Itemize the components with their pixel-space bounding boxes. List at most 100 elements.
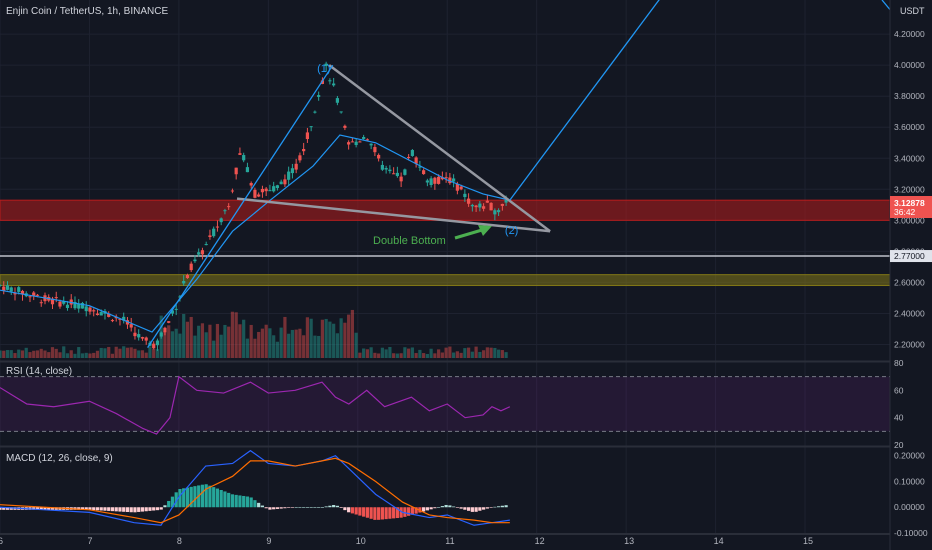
volume-bar <box>500 350 504 358</box>
volume-bar <box>80 353 85 358</box>
volume-bar <box>193 335 197 358</box>
volume-bar <box>257 331 261 358</box>
macd-histogram-bar <box>155 507 160 511</box>
macd-histogram-bar <box>474 507 478 512</box>
time-tick-label: 11 <box>445 536 454 546</box>
candle-body <box>110 320 115 322</box>
macd-histogram-bar <box>339 507 343 508</box>
macd-histogram-bar <box>257 502 261 508</box>
macd-histogram-bar <box>407 507 411 516</box>
rsi-tick-label: 60 <box>894 385 904 395</box>
volume-bar <box>144 352 148 358</box>
macd-histogram-bar <box>395 507 399 519</box>
candle-body <box>122 316 126 321</box>
candle-body <box>452 178 456 182</box>
label-double-bottom: Double Bottom <box>373 235 446 247</box>
macd-histogram-bar <box>95 507 100 511</box>
volume-bar <box>69 350 73 358</box>
candle-body <box>440 177 444 180</box>
macd-histogram-bar <box>392 507 396 519</box>
candle-body <box>429 178 433 186</box>
candle-body <box>118 318 122 320</box>
price-tick-label: 2.40000 <box>894 308 925 318</box>
candle-body <box>425 180 429 183</box>
macd-histogram-bar <box>478 507 482 511</box>
volume-bar <box>388 347 392 358</box>
candle-body <box>422 170 426 175</box>
candle-body <box>388 169 392 172</box>
candle-body <box>95 313 100 316</box>
macd-histogram-bar <box>39 507 43 510</box>
candle-body <box>242 155 246 161</box>
macd-histogram-bar <box>463 507 467 510</box>
volume-bar <box>433 353 437 358</box>
candle-body <box>230 190 235 192</box>
support-zone <box>0 274 891 287</box>
price-tick-label: 4.00000 <box>894 60 925 70</box>
macd-histogram-bar <box>437 507 441 508</box>
candle-body <box>144 337 148 341</box>
macd-histogram-bar <box>489 507 493 508</box>
candle-body <box>324 63 328 67</box>
volume-bar <box>230 311 235 358</box>
candle-body <box>260 188 265 193</box>
double-bottom-arrow-head <box>478 225 492 236</box>
volume-bar <box>9 350 13 358</box>
volume-bar <box>365 349 369 358</box>
macd-histogram-bar <box>133 507 137 513</box>
macd-histogram-bar <box>238 495 242 508</box>
candle-body <box>467 198 471 204</box>
macd-histogram-bar <box>77 507 81 510</box>
candle-body <box>257 194 261 197</box>
rally-line <box>147 64 334 348</box>
candle-body <box>167 321 171 323</box>
macd-histogram-bar <box>110 507 115 512</box>
volume-bar <box>392 353 396 358</box>
macd-histogram-bar <box>47 507 51 510</box>
rsi-title: RSI (14, close) <box>6 366 72 377</box>
macd-histogram-bar <box>43 507 47 510</box>
macd-histogram-bar <box>103 507 107 511</box>
rsi-tick-label: 40 <box>894 413 904 423</box>
price-tick-label: 3.60000 <box>894 122 925 132</box>
volume-bar <box>474 346 478 358</box>
volume-bar <box>403 347 407 358</box>
volume-bar <box>137 350 141 358</box>
volume-bar <box>234 312 238 358</box>
volume-bar <box>242 319 246 358</box>
volume-bar <box>294 329 298 358</box>
volume-bar <box>298 328 302 358</box>
volume-bar <box>54 348 58 358</box>
candle-body <box>272 186 276 192</box>
volume-bar <box>373 352 377 358</box>
volume-bar <box>482 350 486 358</box>
candle-body <box>182 281 186 284</box>
candle-body <box>478 203 482 208</box>
volume-bar <box>347 314 351 358</box>
volume-bar <box>429 348 433 358</box>
candle-body <box>129 324 133 328</box>
candle-body <box>399 176 403 182</box>
upper-trendline <box>328 64 551 233</box>
candle-body <box>482 206 486 209</box>
volume-bar <box>125 347 130 358</box>
volume-bar <box>362 348 366 358</box>
candle-body <box>369 143 373 146</box>
volume-bar <box>39 348 43 358</box>
price-scale-bg <box>890 0 932 550</box>
volume-bar <box>62 346 66 358</box>
macd-histogram-bar <box>234 494 238 508</box>
candle-body <box>343 125 347 128</box>
current-price-badge <box>890 196 932 218</box>
price-tick-label: 3.40000 <box>894 153 925 163</box>
candle-body <box>287 171 291 180</box>
macd-histogram-bar <box>283 507 287 509</box>
volume-bar <box>47 352 51 358</box>
candle-body <box>335 98 340 103</box>
volume-bar <box>452 352 456 358</box>
volume-bar <box>324 318 328 358</box>
candle-body <box>185 275 190 279</box>
candle-body <box>39 302 43 304</box>
volume-bar <box>369 347 373 358</box>
